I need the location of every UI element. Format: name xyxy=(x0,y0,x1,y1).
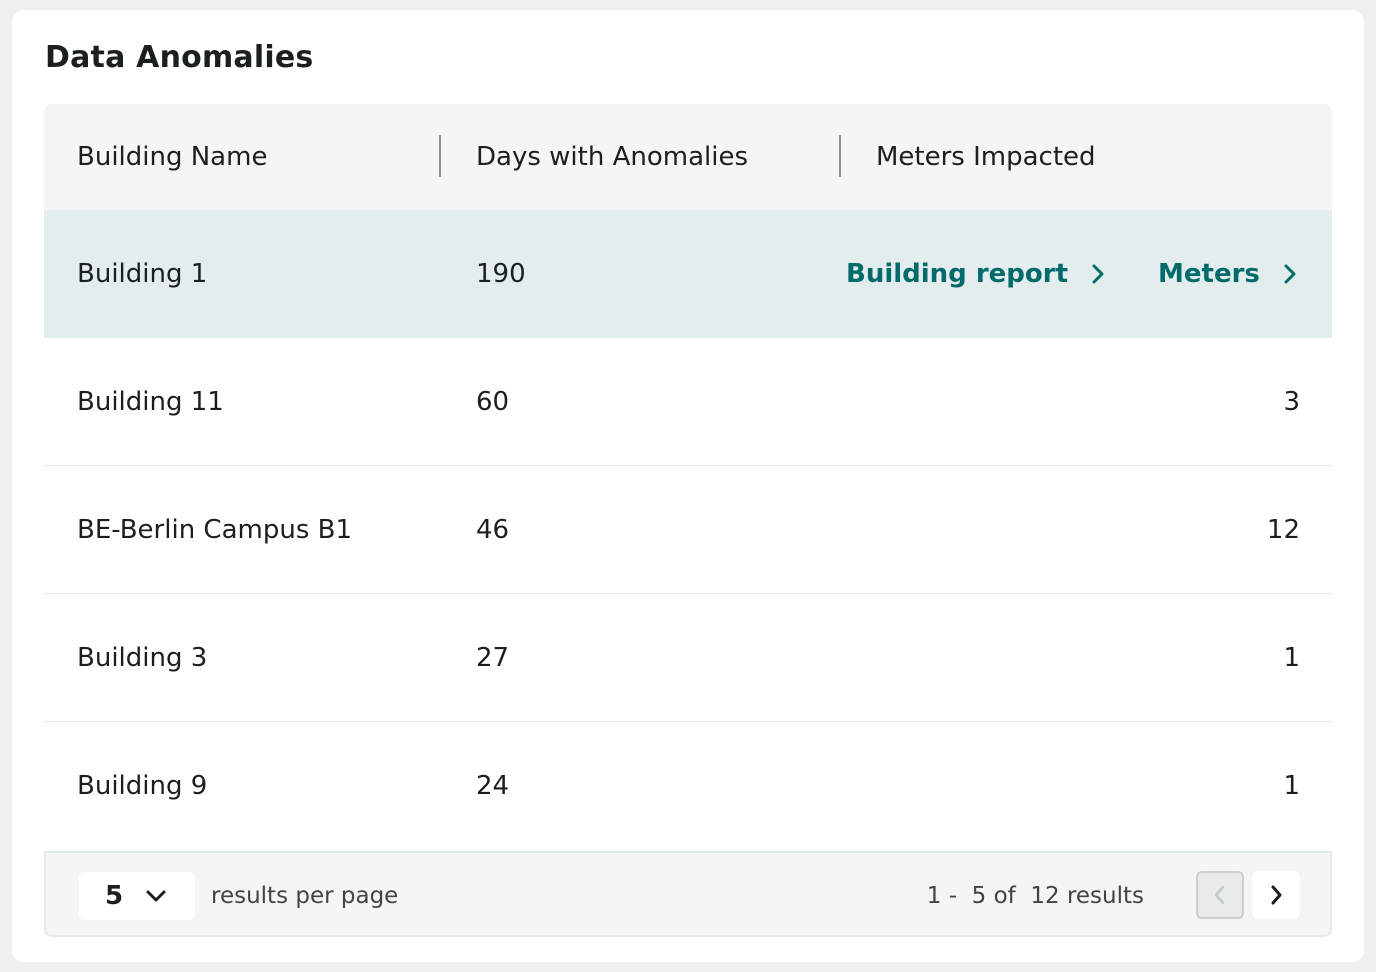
building-report-link[interactable]: Building report xyxy=(846,259,1106,289)
table-header: Building Name Days with Anomalies Meters… xyxy=(44,104,1332,210)
anomalies-table: Building Name Days with Anomalies Meters… xyxy=(44,104,1332,937)
days-with-anomalies-cell: 60 xyxy=(476,386,510,417)
results-per-page-select[interactable]: 5 xyxy=(79,872,195,920)
building-name-cell: Building 1 xyxy=(77,259,208,289)
building-name-cell: Building 11 xyxy=(77,386,224,417)
column-resize-handle[interactable] xyxy=(839,135,841,177)
days-with-anomalies-cell: 24 xyxy=(476,770,510,801)
column-header-meters-impacted[interactable]: Meters Impacted xyxy=(876,142,1096,172)
days-with-anomalies-cell: 190 xyxy=(476,259,526,289)
building-report-label: Building report xyxy=(846,259,1069,289)
meters-impacted-cell: 1 xyxy=(1283,642,1300,673)
results-per-page-value: 5 xyxy=(105,881,124,911)
results-range: 1 - 5 of 12 results xyxy=(926,883,1144,909)
table-row[interactable]: Building 3 27 1 xyxy=(44,594,1332,722)
column-resize-handle[interactable] xyxy=(439,135,441,177)
chevron-right-icon xyxy=(1092,264,1104,284)
meters-link[interactable]: Meters xyxy=(1158,259,1298,289)
building-name-cell: Building 3 xyxy=(77,642,208,673)
chevron-right-icon xyxy=(1284,264,1296,284)
previous-page-button[interactable] xyxy=(1196,871,1244,919)
building-name-cell: Building 9 xyxy=(77,770,208,801)
meters-impacted-cell: 12 xyxy=(1266,514,1300,545)
card-title: Data Anomalies xyxy=(45,40,314,75)
chevron-down-icon xyxy=(146,890,166,902)
table-row[interactable]: BE-Berlin Campus B1 46 12 xyxy=(44,466,1332,594)
meters-impacted-cell: 1 xyxy=(1283,770,1300,801)
days-with-anomalies-cell: 46 xyxy=(476,514,510,545)
table-row[interactable]: Building 11 60 3 xyxy=(44,338,1332,466)
chevron-right-icon xyxy=(1271,885,1282,905)
table-row[interactable]: Building 1 190 Building report Meters xyxy=(44,210,1332,338)
building-name-cell: BE-Berlin Campus B1 xyxy=(77,514,353,545)
column-header-building-name[interactable]: Building Name xyxy=(77,142,268,172)
chevron-left-icon xyxy=(1214,885,1225,905)
column-header-days-with-anomalies[interactable]: Days with Anomalies xyxy=(476,142,748,172)
table-pagination: 5 results per page 1 - 5 of 12 results xyxy=(44,851,1332,937)
meters-impacted-cell: 3 xyxy=(1283,386,1300,417)
days-with-anomalies-cell: 27 xyxy=(476,642,510,673)
results-per-page-label: results per page xyxy=(211,883,399,909)
table-row[interactable]: Building 9 24 1 xyxy=(44,722,1332,849)
row-actions: Building report Meters xyxy=(846,210,1298,338)
data-anomalies-card: Data Anomalies Building Name Days with A… xyxy=(12,10,1364,962)
meters-label: Meters xyxy=(1158,259,1260,289)
next-page-button[interactable] xyxy=(1252,871,1300,919)
